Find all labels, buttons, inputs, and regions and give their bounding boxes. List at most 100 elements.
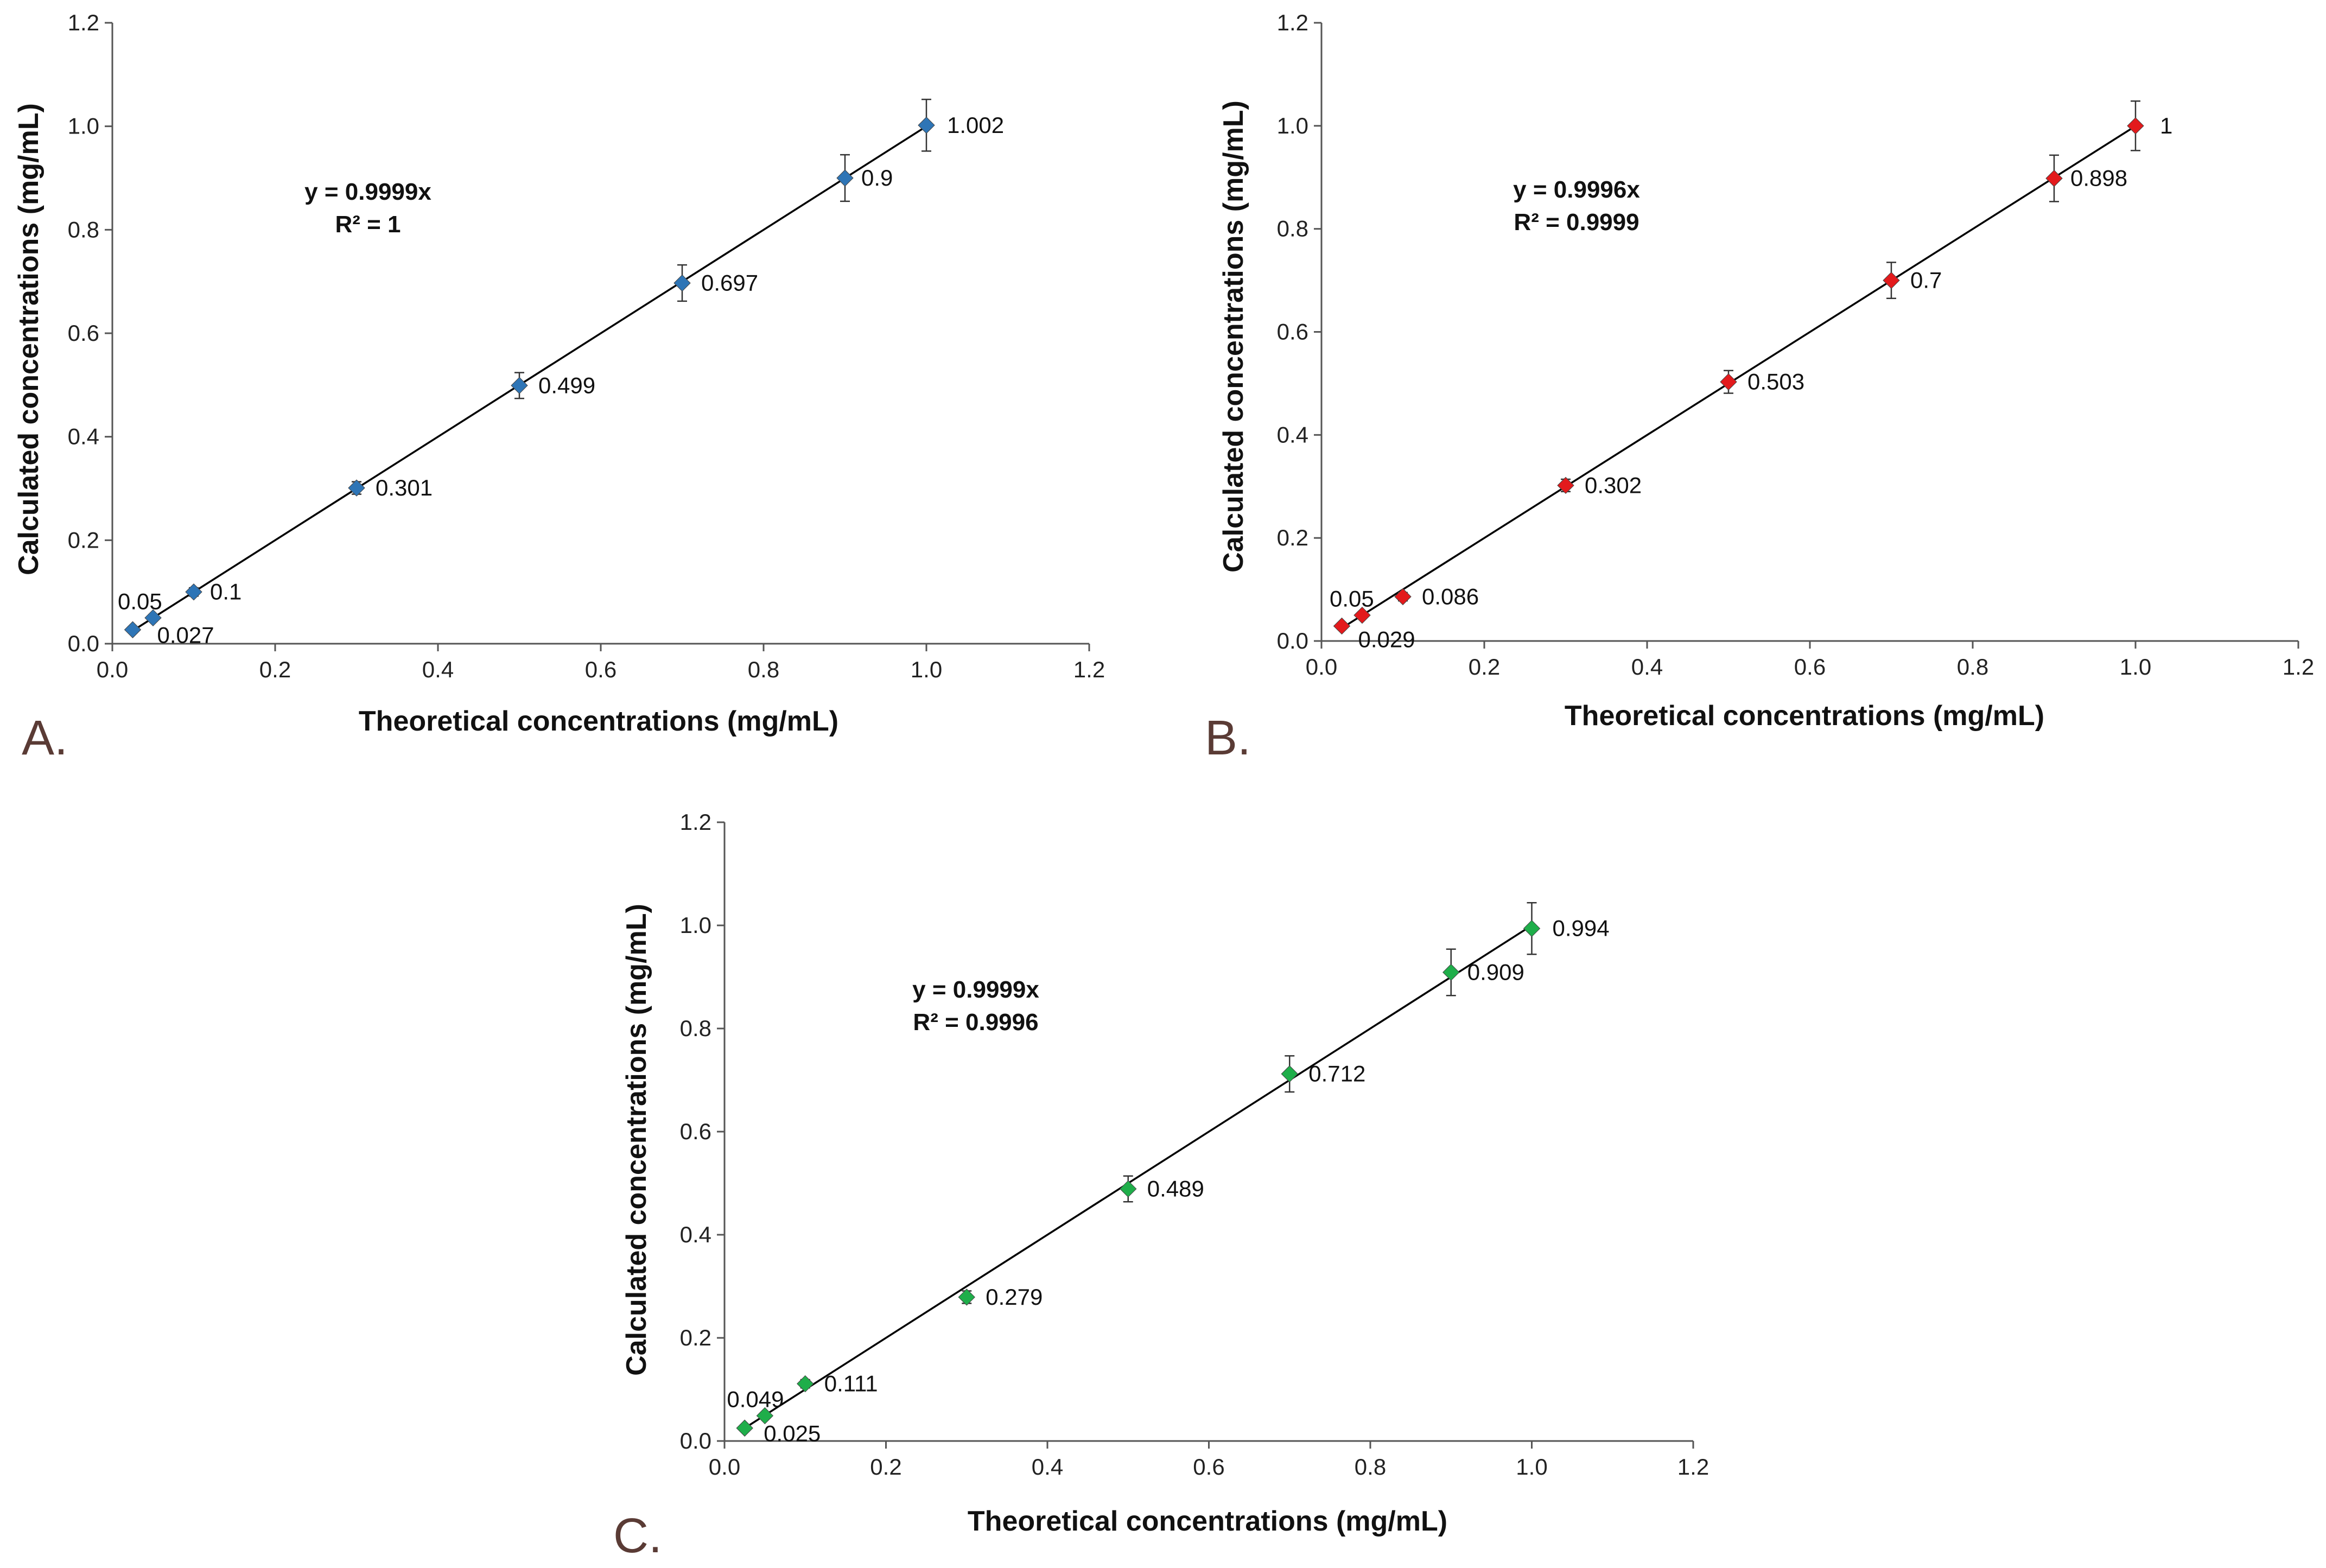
data-point [1442,963,1460,981]
data-label: 0.279 [986,1284,1043,1310]
data-label: 1 [2160,113,2172,138]
data-point [144,609,162,627]
panel-b: B. Theoretical concentrations (mg/mL) Ca… [1205,10,2314,765]
data-point [348,479,365,497]
data-point [1394,588,1412,606]
x-tick-label: 1.2 [1677,1454,1709,1480]
data-label: 0.301 [376,475,433,500]
x-tick-label: 0.4 [422,657,454,682]
y-tick-label: 0.2 [1277,525,1308,550]
x-tick-label: 1.2 [2283,654,2314,680]
data-label: 0.9 [861,165,893,191]
data-point [1281,1065,1298,1083]
data-point [1720,373,1737,391]
y-tick-label: 0.2 [68,527,99,553]
y-tick-label: 1.2 [1277,10,1308,35]
y-tick-label: 0.4 [680,1222,711,1247]
data-point [1120,1180,1137,1198]
equation-b: y = 0.9996x [1513,176,1640,203]
y-axis-title-a: Calculated concentrations (mg/mL) [13,103,45,575]
r-squared-c: R² = 0.9996 [913,1009,1038,1036]
data-point [958,1288,975,1306]
data-label: 0.049 [727,1386,784,1412]
x-axis-title-a: Theoretical concentrations (mg/mL) [359,706,838,737]
data-label: 0.898 [2070,166,2127,191]
r-squared-b: R² = 0.9999 [1514,209,1639,236]
data-label: 0.029 [1358,626,1415,652]
data-point [185,583,202,601]
x-tick-label: 0.6 [1193,1454,1224,1480]
x-tick-label: 0.6 [585,657,617,682]
y-tick-label: 0.6 [68,320,99,346]
y-tick-label: 0.4 [68,424,99,449]
y-tick-label: 0.0 [1277,628,1308,653]
x-tick-label: 0.6 [1794,654,1826,680]
data-point [1557,477,1574,494]
data-label: 0.499 [538,372,595,398]
x-axis-title-b: Theoretical concentrations (mg/mL) [1565,700,2044,732]
panel-a: A. Theoretical concentrations (mg/mL) Ca… [13,10,1105,765]
y-tick-label: 0.0 [68,631,99,656]
data-point [124,621,142,638]
data-label: 0.05 [118,588,162,614]
y-tick-label: 0.8 [68,217,99,242]
trend-line-a [132,125,927,632]
data-label: 0.489 [1147,1176,1204,1201]
panel-c: C. Theoretical concentrations (mg/mL) Ca… [613,809,1709,1563]
data-label: 0.7 [1910,268,1942,293]
x-tick-label: 0.4 [1631,654,1663,680]
data-label: 0.302 [1585,472,1642,498]
y-tick-label: 0.8 [680,1015,711,1041]
x-axis-title-c: Theoretical concentrations (mg/mL) [968,1506,1447,1537]
panel-letter-a: A. [22,711,68,765]
data-point [756,1407,774,1425]
y-tick-label: 0.4 [1277,422,1308,447]
x-tick-label: 0.0 [1306,654,1337,680]
data-point [1333,617,1351,635]
y-axis-title-c: Calculated concentrations (mg/mL) [621,904,652,1376]
x-tick-label: 0.2 [1469,654,1500,680]
x-tick-label: 0.8 [1355,1454,1386,1480]
x-tick-label: 0.0 [97,657,128,682]
y-tick-label: 1.0 [68,113,99,139]
data-label: 0.994 [1553,916,1610,941]
data-point [1353,606,1371,624]
x-tick-label: 0.0 [709,1454,740,1480]
x-tick-label: 1.2 [1073,657,1105,682]
data-label: 0.025 [764,1420,821,1446]
panel-letter-c: C. [613,1509,662,1563]
data-label: 0.909 [1467,959,1524,985]
y-tick-label: 0.6 [680,1119,711,1144]
x-tick-label: 1.0 [2120,654,2151,680]
y-axis-title-b: Calculated concentrations (mg/mL) [1218,100,1249,573]
x-tick-label: 0.4 [1032,1454,1063,1480]
data-label: 0.086 [1422,583,1479,609]
data-point [673,274,691,292]
data-point [1883,271,1900,289]
r-squared-a: R² = 1 [335,211,401,238]
x-tick-label: 0.8 [748,657,779,682]
x-tick-label: 1.0 [911,657,942,682]
y-tick-label: 1.2 [68,10,99,35]
equation-a: y = 0.9999x [304,179,431,205]
data-point [918,117,935,134]
x-tick-label: 0.2 [259,657,291,682]
data-point [1523,919,1541,937]
data-label: 0.712 [1308,1061,1365,1087]
data-point [2045,169,2063,187]
data-point [2127,117,2144,135]
x-tick-label: 0.2 [870,1454,901,1480]
data-label: 0.503 [1747,369,1804,395]
y-tick-label: 0.8 [1277,216,1308,242]
trend-line-b [1341,125,2136,629]
data-point [736,1419,753,1437]
data-label: 0.05 [1330,586,1374,612]
y-tick-label: 0.0 [680,1428,711,1453]
y-tick-label: 0.2 [680,1325,711,1350]
data-label: 0.1 [210,579,242,605]
data-point [511,377,528,394]
data-point [797,1375,814,1393]
data-point [836,169,854,187]
y-tick-label: 1.0 [680,912,711,938]
